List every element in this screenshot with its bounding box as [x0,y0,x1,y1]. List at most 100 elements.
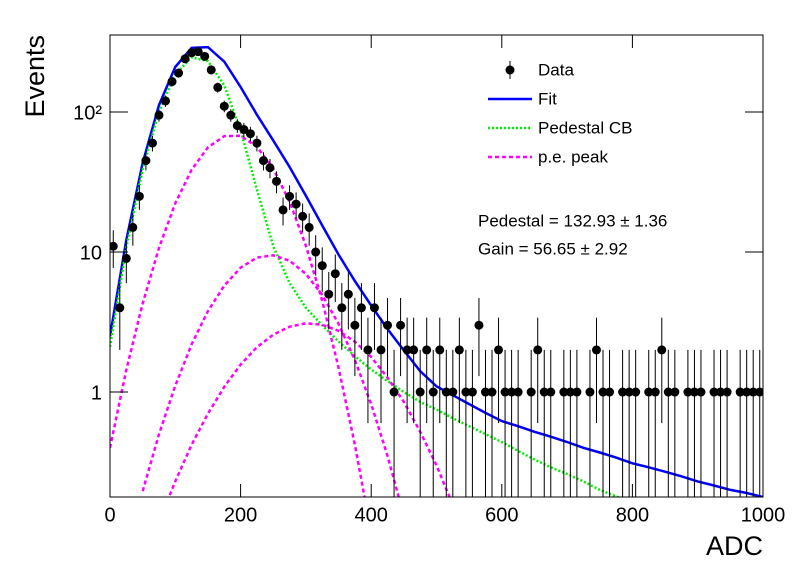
data-point [670,387,680,397]
x-axis-title: ADC [706,531,763,561]
data-point [539,387,549,397]
data-point [494,345,504,355]
data-point [154,110,164,120]
data-point [343,289,353,299]
data-point [526,387,536,397]
data-point [683,387,693,397]
data-point [115,303,125,313]
data-point [330,269,340,279]
data-point [128,222,138,232]
data-point [174,68,184,78]
data-point [134,191,144,201]
data-point [121,253,131,263]
data-point [454,345,464,355]
curve [110,55,621,497]
data-point [206,65,216,75]
curve [110,45,763,497]
data-point [147,138,157,148]
data-point [252,138,262,148]
data-point [193,47,203,57]
data-point [565,387,575,397]
x-tick-label: 1000 [741,504,786,526]
annotation: Pedestal = 132.93 ± 1.36 [478,211,667,230]
data-point [298,211,308,221]
data-point [605,387,615,397]
data-point [167,77,177,87]
data-point [350,320,360,330]
plot-area [110,45,763,497]
data-point [572,387,582,397]
data-point [533,345,543,355]
y-tick-label: 1 [91,382,102,404]
data-point [513,387,523,397]
data-point [441,387,451,397]
data-point [480,387,490,397]
data-point [448,387,458,397]
y-tick-label: 10² [73,102,102,124]
data-point [219,101,229,111]
data-point [200,51,210,61]
data-point [304,222,314,232]
data-point [507,387,517,397]
data-point [435,345,445,355]
legend-label: p.e. peak [538,147,608,166]
data-point [285,191,295,201]
axes: 0 200 400 600 800 1000 1 10 10² [73,35,785,526]
data-point [598,387,608,397]
data-point [696,387,706,397]
data-point [467,387,477,397]
data-point [585,387,595,397]
data-point [396,320,406,330]
data-point [226,110,236,120]
data-point [317,261,327,271]
data-point [657,345,667,355]
data-point [618,387,628,397]
legend-marker [505,65,515,75]
legend: Data Fit Pedestal CB p.e. peak [488,60,633,166]
y-tick-label: 10 [80,242,102,264]
data-point [422,345,432,355]
data-point [324,289,334,299]
data-point [500,387,510,397]
data-point [402,345,412,355]
data-point [258,156,268,166]
data-point [722,387,732,397]
data-point [461,387,471,397]
data-point [311,247,321,257]
data-point [272,176,282,186]
data-point [474,320,484,330]
curve [167,322,451,497]
data-point [663,387,673,397]
data-point [376,345,386,355]
data-point [689,387,699,397]
legend-label: Pedestal CB [538,118,633,137]
x-tick-label: 600 [485,504,518,526]
legend-label: Fit [538,89,557,108]
data-point [415,387,425,397]
data-point [644,387,654,397]
x-tick-label: 400 [355,504,388,526]
legend-label: Data [538,60,574,79]
curve [141,254,400,497]
data-point [161,96,171,106]
y-axis-title: Events [20,35,50,118]
data-point [265,163,275,173]
data-point [363,345,373,355]
data-point [356,303,366,313]
data-point [245,129,255,139]
data-point [180,54,190,64]
data-point [559,387,569,397]
frame [109,34,764,498]
x-tick-label: 200 [224,504,257,526]
data-point [624,387,634,397]
data-point [428,387,438,397]
data-point [383,320,393,330]
data-point [546,387,556,397]
data-point [337,303,347,313]
data-point [232,121,242,131]
data-point [389,387,399,397]
data-point [141,156,151,166]
data-point [709,387,719,397]
